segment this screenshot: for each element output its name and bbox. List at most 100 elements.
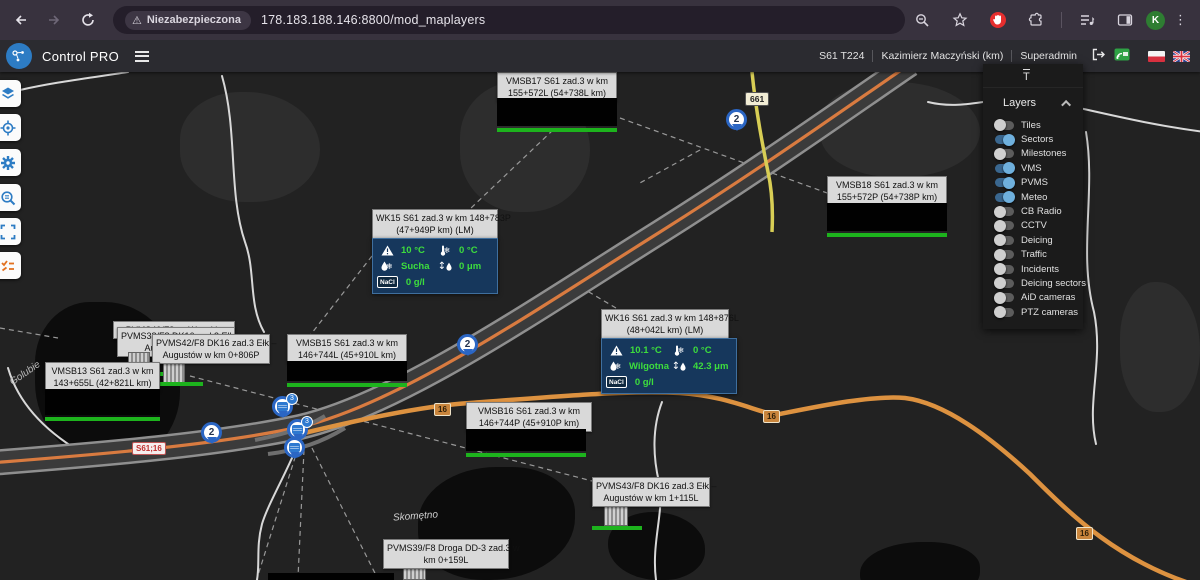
panel-collapsed-tab[interactable]: T xyxy=(983,64,1083,88)
sidebar-button-settings[interactable] xyxy=(0,149,21,176)
vms-display-vmsb15[interactable] xyxy=(287,361,407,387)
sidebar-button-fullscreen[interactable] xyxy=(0,218,21,245)
side-panel-icon[interactable] xyxy=(1108,6,1142,34)
layer-row-sectors[interactable]: Sectors xyxy=(983,132,1083,146)
vms-display-vmsb13[interactable] xyxy=(45,389,160,421)
layer-row-meteo[interactable]: Meteo xyxy=(983,190,1083,204)
weather-panel-wk15[interactable]: 10 °C ❄ 0 °C ❄ Sucha ↕ 0 μm NaCl 0 g/l xyxy=(372,238,498,294)
meteo-label-wk15[interactable]: WK15 S61 zad.3 w km 148+783P (47+949P km… xyxy=(372,209,511,240)
cluster-pin-2[interactable]: 2 xyxy=(457,334,478,355)
layer-toggle[interactable] xyxy=(994,147,1014,160)
menu-hamburger-icon[interactable] xyxy=(135,50,149,62)
profile-avatar[interactable]: K xyxy=(1146,10,1166,30)
layer-toggle[interactable] xyxy=(995,133,1015,146)
cast-icon[interactable] xyxy=(1114,48,1130,64)
user-role: Superadmin xyxy=(1020,50,1077,62)
back-icon[interactable] xyxy=(4,6,38,34)
flag-uk[interactable] xyxy=(1173,50,1190,62)
surface-condition-icon: ❄ xyxy=(606,361,625,371)
green-status-bar xyxy=(497,128,617,132)
weather-panel-wk16[interactable]: 10.1 °C ❄ 0 °C ❄ Wilgotna ↕ 42.3 μm NaCl 0 g… xyxy=(601,338,737,394)
layer-row-milestones[interactable]: Milestones xyxy=(983,147,1083,161)
app-title: Control PRO xyxy=(42,48,119,64)
address-bar[interactable]: ⚠ Niezabezpieczona 178.183.188.146:8800/… xyxy=(112,6,906,34)
adblock-extension-icon[interactable] xyxy=(981,6,1015,34)
vms-cluster-pin-3[interactable]: 3 xyxy=(272,393,298,417)
toolbar-divider xyxy=(1061,12,1063,28)
layer-row-tiles[interactable]: Tiles xyxy=(983,118,1083,132)
vms-cluster-pin-3[interactable]: 3 xyxy=(287,416,313,440)
vms-display-vmsb18[interactable] xyxy=(827,203,947,237)
sidebar-button-search[interactable] xyxy=(0,184,21,211)
layer-row-traffic[interactable]: Traffic xyxy=(983,248,1083,262)
layers-panel-header[interactable]: Layers xyxy=(983,88,1083,118)
layer-toggle[interactable] xyxy=(994,205,1014,218)
nacl-icon: NaCl xyxy=(377,276,398,288)
layer-row-vms[interactable]: VMS xyxy=(983,161,1083,175)
security-chip[interactable]: ⚠ Niezabezpieczona xyxy=(124,10,251,30)
zoom-icon[interactable] xyxy=(905,6,939,34)
layer-toggle[interactable] xyxy=(994,119,1014,132)
logout-icon[interactable] xyxy=(1091,48,1106,64)
vms-label-vmsb18[interactable]: VMSB18 S61 zad.3 w km 155+572P (54+738P … xyxy=(827,176,947,207)
sidebar-button-checklist[interactable] xyxy=(0,252,21,279)
snowflake-icon: ❄ xyxy=(443,245,451,255)
layers-stack-icon xyxy=(1,87,14,99)
vms-label-vmsb15[interactable]: VMSB15 S61 zad.3 w km 146+744L (45+910L … xyxy=(287,334,407,365)
green-status-bar xyxy=(592,526,642,530)
pin-badge: 3 xyxy=(301,416,313,428)
layer-row-ptz-cameras[interactable]: PTZ cameras xyxy=(983,305,1083,319)
vms-label-vmsb13[interactable]: VMSB13 S61 zad.3 w km 143+655L (42+821L … xyxy=(45,362,160,393)
layer-toggle[interactable] xyxy=(994,277,1014,290)
layer-row-pvms[interactable]: PVMS xyxy=(983,176,1083,190)
layer-row-deicing[interactable]: Deicing xyxy=(983,233,1083,247)
layer-toggle[interactable] xyxy=(994,219,1014,232)
layer-toggle[interactable] xyxy=(995,162,1015,175)
sidebar-button-layers[interactable] xyxy=(0,80,21,107)
layer-row-cb-radio[interactable]: CB Radio xyxy=(983,204,1083,218)
vms-display-vmsb17[interactable] xyxy=(497,98,617,132)
checklist-icon xyxy=(0,259,14,271)
chevron-up-icon xyxy=(1061,99,1072,110)
meteo-label-wk16[interactable]: WK16 S61 zad.3 w km 148+876L (48+042L km… xyxy=(601,309,739,340)
layer-row-cctv[interactable]: CCTV xyxy=(983,219,1083,233)
road-temp-icon: ❄ xyxy=(435,245,455,256)
app-logo[interactable] xyxy=(6,43,32,69)
layer-toggle[interactable] xyxy=(995,191,1015,204)
bookmark-star-icon[interactable] xyxy=(943,6,977,34)
junction-ramp xyxy=(267,426,347,456)
browser-toolbar: ⚠ Niezabezpieczona 178.183.188.146:8800/… xyxy=(0,0,1200,40)
tab-list-icon[interactable] xyxy=(1070,6,1104,34)
session-road-code: S61 T224 xyxy=(819,50,865,62)
layer-toggle[interactable] xyxy=(994,291,1014,304)
road-shield-16: 16 xyxy=(1076,527,1093,540)
pvms-label-pvms43[interactable]: PVMS43/F8 DK16 zad.3 Ełk – Augustów w km… xyxy=(592,477,717,508)
header-divider xyxy=(872,50,874,62)
layer-toggle[interactable] xyxy=(994,248,1014,261)
reload-icon[interactable] xyxy=(71,6,105,34)
browser-menu-icon[interactable]: ⋮ xyxy=(1174,12,1188,28)
pvms-label-pvms42[interactable]: PVMS42/F8 DK16 zad.3 Ełk – Augustów w km… xyxy=(152,334,277,365)
layer-row-incidents[interactable]: Incidents xyxy=(983,262,1083,276)
pvms-label-pvms39[interactable]: PVMS39/F8 Droga DD-3 zad.3 w km 0+159L xyxy=(383,539,520,570)
layer-row-aid-cameras[interactable]: AiD cameras xyxy=(983,291,1083,305)
layer-toggle[interactable] xyxy=(994,234,1014,247)
layer-row-deicing-sectors[interactable]: Deicing sectors xyxy=(983,276,1086,290)
vms-display-vmsb16[interactable] xyxy=(466,429,586,457)
url-text[interactable]: 178.183.188.146:8800/mod_maplayers xyxy=(260,13,486,27)
cluster-pin-2[interactable]: 2 xyxy=(201,422,222,443)
warning-triangle-icon xyxy=(377,245,397,256)
green-status-bar xyxy=(158,382,203,386)
forward-icon[interactable] xyxy=(38,6,72,34)
cluster-pin-2[interactable]: 2 xyxy=(726,109,747,130)
vms-label-vmsb16[interactable]: VMSB16 S61 zad.3 w km 146+744P (45+910P … xyxy=(466,402,592,433)
layer-toggle[interactable] xyxy=(994,306,1014,319)
vms-sign-icon xyxy=(292,425,303,434)
green-status-bar xyxy=(466,453,586,457)
warning-triangle-icon xyxy=(606,345,626,356)
layer-toggle[interactable] xyxy=(995,176,1015,189)
layer-toggle[interactable] xyxy=(994,263,1014,276)
flag-poland[interactable] xyxy=(1148,50,1165,62)
extensions-puzzle-icon[interactable] xyxy=(1019,6,1053,34)
sidebar-button-locate[interactable] xyxy=(0,114,21,141)
